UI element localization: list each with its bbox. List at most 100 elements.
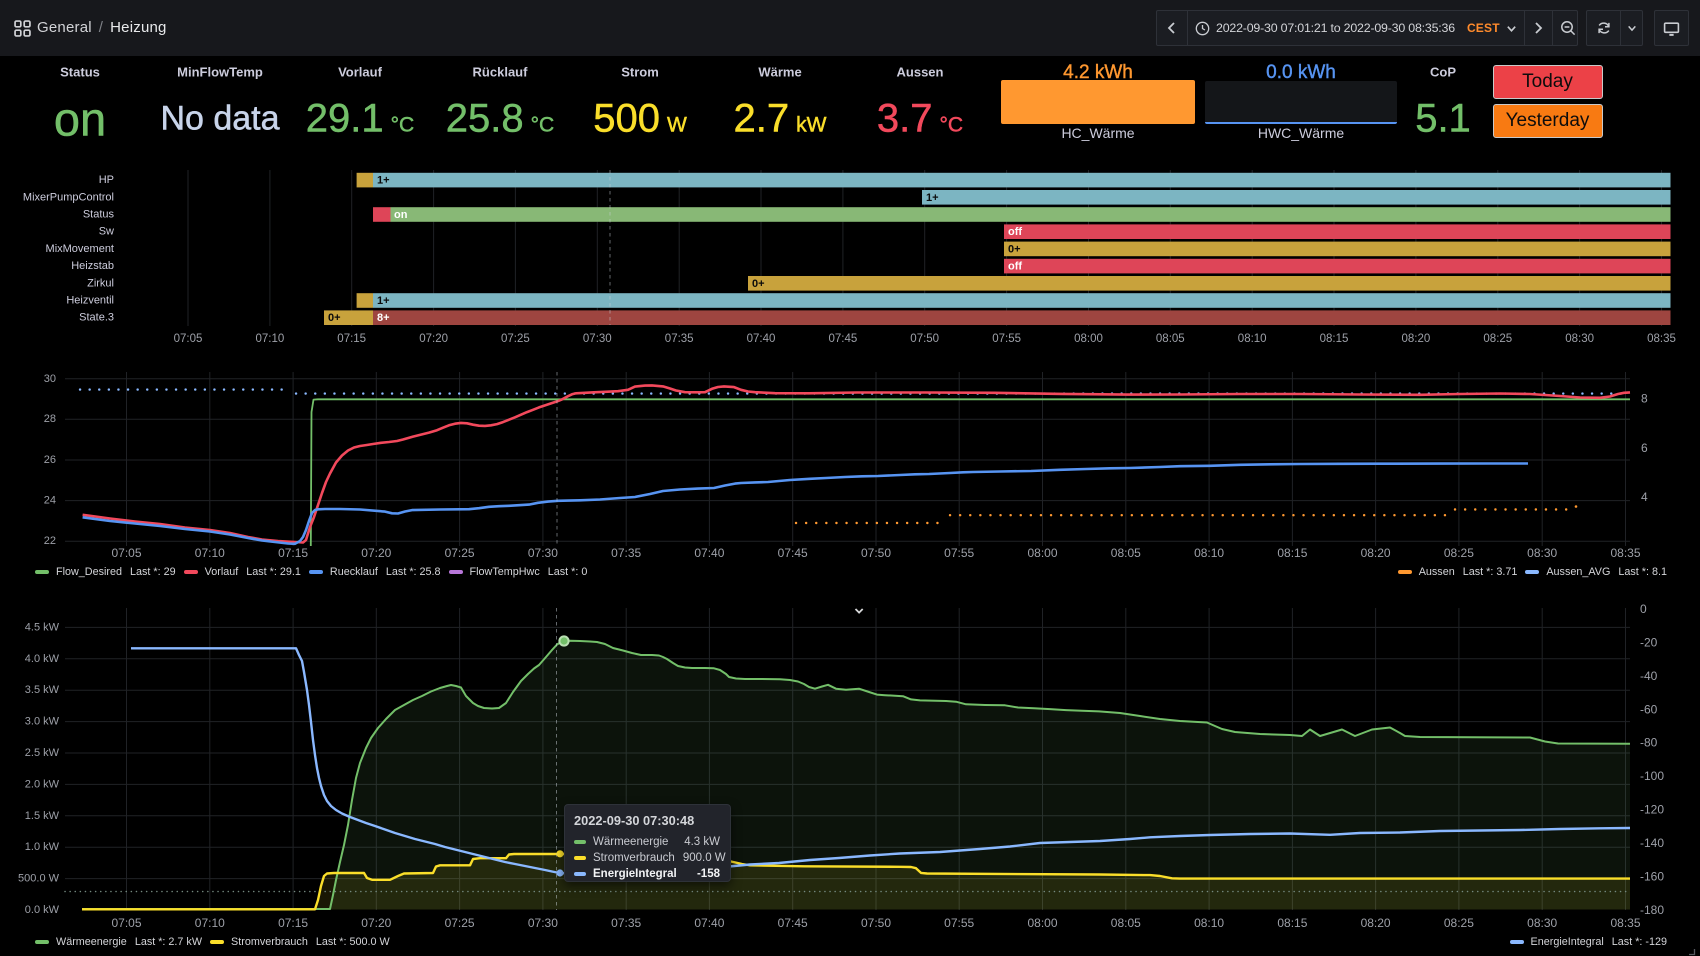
svg-text:08:00: 08:00	[1027, 916, 1057, 930]
svg-text:Sw: Sw	[99, 226, 114, 238]
svg-text:08:05: 08:05	[1111, 916, 1141, 930]
svg-text:-140: -140	[1640, 836, 1664, 850]
svg-text:08:30: 08:30	[1565, 333, 1594, 345]
svg-text:07:40: 07:40	[747, 333, 776, 345]
svg-text:0+: 0+	[328, 312, 341, 324]
svg-text:08:25: 08:25	[1444, 916, 1474, 930]
svg-text:on: on	[394, 209, 408, 221]
svg-text:08:20: 08:20	[1402, 333, 1431, 345]
svg-text:08:00: 08:00	[1027, 546, 1057, 560]
svg-text:MixerPumpControl: MixerPumpControl	[23, 191, 114, 203]
svg-text:07:50: 07:50	[861, 916, 891, 930]
svg-text:1.0 kW: 1.0 kW	[25, 841, 60, 853]
svg-text:-180: -180	[1640, 903, 1664, 917]
svg-text:Status: Status	[83, 209, 115, 221]
svg-text:07:10: 07:10	[195, 546, 225, 560]
svg-text:State.3: State.3	[79, 312, 114, 324]
svg-text:1.5 kW: 1.5 kW	[25, 810, 60, 822]
svg-text:08:30: 08:30	[1527, 546, 1557, 560]
svg-text:Zirkul: Zirkul	[87, 277, 114, 289]
svg-text:off: off	[1008, 226, 1022, 238]
svg-text:22: 22	[44, 535, 56, 547]
svg-text:4: 4	[1641, 490, 1648, 504]
svg-text:07:50: 07:50	[861, 546, 891, 560]
svg-text:07:10: 07:10	[195, 916, 225, 930]
svg-text:08:15: 08:15	[1277, 546, 1307, 560]
svg-text:08:10: 08:10	[1194, 916, 1224, 930]
svg-text:08:15: 08:15	[1320, 333, 1349, 345]
svg-text:0+: 0+	[752, 278, 765, 290]
svg-text:07:25: 07:25	[445, 916, 475, 930]
svg-text:07:05: 07:05	[111, 546, 141, 560]
svg-text:08:15: 08:15	[1277, 916, 1307, 930]
svg-text:3.0 kW: 3.0 kW	[25, 716, 60, 728]
svg-text:07:05: 07:05	[174, 333, 203, 345]
svg-text:1+: 1+	[377, 175, 390, 187]
svg-text:4.5 kW: 4.5 kW	[25, 621, 60, 633]
svg-text:-120: -120	[1640, 803, 1664, 817]
svg-text:6: 6	[1641, 441, 1648, 455]
svg-text:MixMovement: MixMovement	[46, 243, 114, 255]
svg-text:08:05: 08:05	[1111, 546, 1141, 560]
svg-text:07:30: 07:30	[583, 333, 612, 345]
svg-text:07:45: 07:45	[778, 546, 808, 560]
svg-text:1+: 1+	[377, 295, 390, 307]
svg-text:-60: -60	[1640, 702, 1658, 716]
svg-text:07:30: 07:30	[528, 916, 558, 930]
svg-text:08:35: 08:35	[1610, 916, 1640, 930]
svg-text:8: 8	[1641, 392, 1648, 406]
svg-text:28: 28	[44, 413, 56, 425]
svg-text:-160: -160	[1640, 869, 1664, 883]
svg-text:07:20: 07:20	[419, 333, 448, 345]
svg-text:08:25: 08:25	[1444, 546, 1474, 560]
svg-text:8+: 8+	[377, 312, 390, 324]
svg-text:08:30: 08:30	[1527, 916, 1557, 930]
svg-text:07:55: 07:55	[992, 333, 1021, 345]
svg-text:07:20: 07:20	[361, 546, 391, 560]
svg-text:-20: -20	[1640, 635, 1658, 649]
svg-text:24: 24	[44, 495, 56, 507]
svg-text:07:40: 07:40	[694, 916, 724, 930]
svg-text:07:35: 07:35	[611, 916, 641, 930]
svg-text:08:35: 08:35	[1647, 333, 1676, 345]
svg-text:07:20: 07:20	[361, 916, 391, 930]
svg-text:Heizventil: Heizventil	[66, 295, 114, 307]
svg-text:off: off	[1008, 261, 1022, 273]
svg-text:08:20: 08:20	[1361, 916, 1391, 930]
svg-text:07:05: 07:05	[111, 916, 141, 930]
svg-text:08:10: 08:10	[1194, 546, 1224, 560]
svg-text:08:10: 08:10	[1238, 333, 1267, 345]
svg-text:07:30: 07:30	[528, 546, 558, 560]
svg-text:-100: -100	[1640, 769, 1664, 783]
svg-text:08:25: 08:25	[1483, 333, 1512, 345]
svg-text:08:05: 08:05	[1156, 333, 1185, 345]
svg-text:4.0 kW: 4.0 kW	[25, 653, 60, 665]
svg-text:3.5 kW: 3.5 kW	[25, 684, 60, 696]
svg-text:07:55: 07:55	[944, 916, 974, 930]
svg-text:0.0 kW: 0.0 kW	[25, 904, 60, 916]
svg-text:1+: 1+	[926, 192, 939, 204]
svg-text:07:45: 07:45	[829, 333, 858, 345]
svg-text:07:55: 07:55	[944, 546, 974, 560]
svg-text:07:25: 07:25	[445, 546, 475, 560]
svg-text:07:50: 07:50	[910, 333, 939, 345]
svg-text:30: 30	[44, 373, 56, 385]
svg-text:HP: HP	[99, 174, 114, 186]
svg-text:08:35: 08:35	[1610, 546, 1640, 560]
svg-text:-80: -80	[1640, 736, 1658, 750]
svg-text:26: 26	[44, 454, 56, 466]
svg-text:07:35: 07:35	[665, 333, 694, 345]
svg-text:07:40: 07:40	[694, 546, 724, 560]
svg-text:07:45: 07:45	[778, 916, 808, 930]
svg-text:-40: -40	[1640, 669, 1658, 683]
svg-text:07:15: 07:15	[278, 916, 308, 930]
svg-text:Heizstab: Heizstab	[71, 260, 114, 272]
svg-text:08:00: 08:00	[1074, 333, 1103, 345]
svg-text:07:25: 07:25	[501, 333, 530, 345]
svg-text:07:35: 07:35	[611, 546, 641, 560]
svg-text:2.5 kW: 2.5 kW	[25, 747, 60, 759]
svg-text:2.0 kW: 2.0 kW	[25, 778, 60, 790]
svg-text:07:15: 07:15	[278, 546, 308, 560]
svg-text:0+: 0+	[1008, 243, 1021, 255]
svg-text:07:10: 07:10	[256, 333, 285, 345]
